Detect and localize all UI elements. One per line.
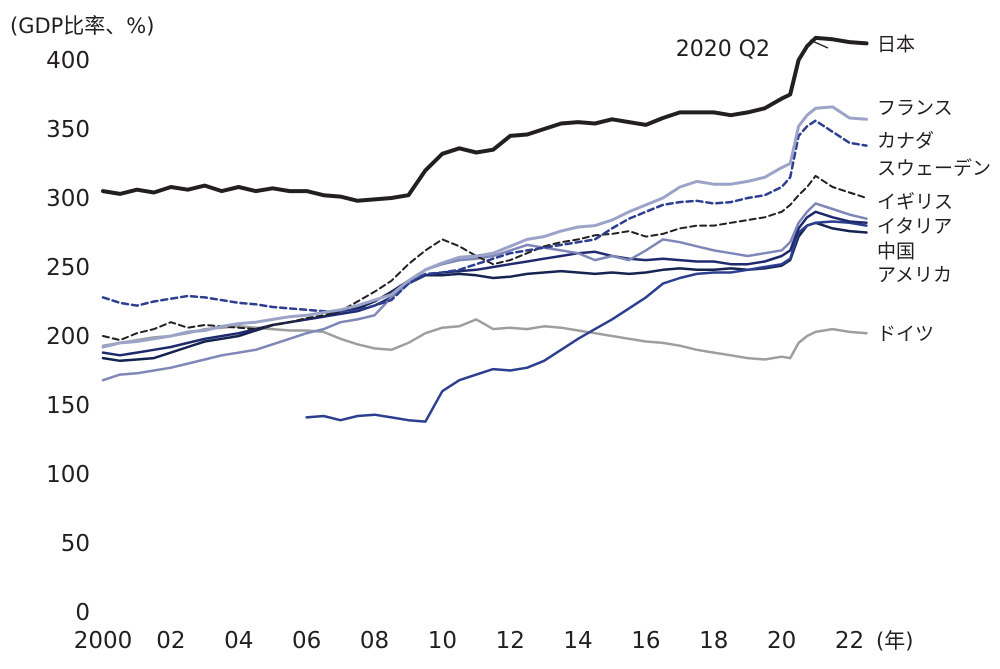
y-tick-label: 200 — [46, 324, 90, 350]
x-tick-label: 12 — [496, 628, 525, 654]
series-label: 日本 — [877, 33, 915, 55]
annotation-2020-q2: 2020 Q2 — [676, 37, 770, 62]
y-tick-label: 100 — [46, 462, 90, 488]
x-tick-label: 16 — [631, 628, 660, 654]
series-label: フランス — [877, 97, 953, 119]
x-tick-label: 20 — [767, 628, 796, 654]
x-tick-label: 08 — [360, 628, 389, 654]
series-label: アメリカ — [877, 264, 952, 286]
y-axis-label: (GDP比率、%) — [10, 14, 154, 38]
series-label: 中国 — [877, 240, 915, 262]
y-tick-label: 0 — [75, 600, 90, 626]
y-tick-label: 150 — [46, 393, 90, 419]
series-line-2 — [101, 105, 868, 349]
x-tick-label: 14 — [563, 628, 592, 654]
x-tick-label: 10 — [428, 628, 457, 654]
x-axis-label: (年) — [876, 629, 913, 653]
series-label: イタリア — [877, 216, 952, 238]
series-line-9 — [101, 318, 868, 361]
series-line-7 — [305, 220, 868, 423]
series-line-4 — [102, 174, 868, 342]
x-tick-label: 2000 — [74, 628, 133, 654]
series-line-6 — [101, 210, 868, 357]
y-tick-label: 350 — [46, 117, 90, 143]
series-label: カナダ — [877, 130, 934, 152]
x-axis: 2000 02 04 06 08 10 12 14 16 18 20 22 — [74, 628, 864, 654]
x-tick-label: 18 — [699, 628, 728, 654]
series-line-1 — [101, 35, 869, 203]
y-tick-label: 300 — [46, 186, 90, 212]
x-tick-label: 22 — [835, 628, 864, 654]
y-axis: 0 50 100 150 200 250 300 350 400 — [46, 48, 90, 626]
y-tick-label: 400 — [46, 48, 90, 74]
x-tick-label: 06 — [292, 628, 321, 654]
x-tick-label: 02 — [156, 628, 185, 654]
series-label: ドイツ — [877, 323, 934, 345]
series-line-5 — [101, 202, 868, 382]
series-label: スウェーデン — [877, 158, 991, 180]
annotation-group: 2020 Q2 — [676, 37, 829, 62]
y-tick-label: 50 — [61, 531, 90, 557]
y-tick-label: 250 — [46, 255, 90, 281]
annotation-leader-line — [809, 39, 829, 49]
x-tick-label: 04 — [224, 628, 253, 654]
series-label: イギリス — [877, 191, 953, 213]
series-lines — [101, 35, 869, 423]
series-line-8 — [101, 221, 868, 363]
series-line-3 — [101, 119, 868, 313]
